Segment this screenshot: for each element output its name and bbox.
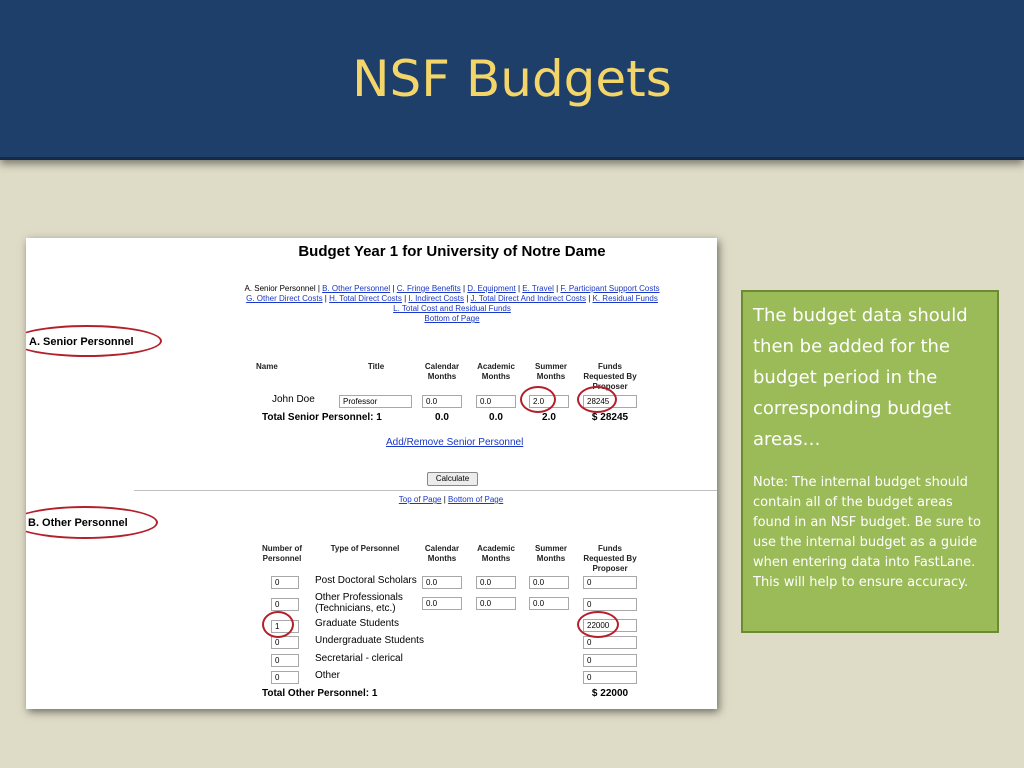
nav-link-fringe-benefits[interactable]: C. Fringe Benefits bbox=[396, 284, 461, 293]
other-funds-input[interactable]: 0 bbox=[583, 654, 637, 667]
nav-link-equipment[interactable]: D. Equipment bbox=[467, 284, 516, 293]
other-header-calendar: Calendar Months bbox=[424, 544, 460, 563]
other-type-label: Undergraduate Students bbox=[315, 635, 424, 646]
senior-calendar-input[interactable]: 0.0 bbox=[422, 395, 462, 408]
senior-header-funds: Funds Requested By Proposer bbox=[583, 362, 637, 391]
other-header-funds: Funds Requested By Proposer bbox=[583, 544, 637, 573]
nav-link-total-direct-costs[interactable]: H. Total Direct Costs bbox=[329, 294, 402, 303]
budget-heading: Budget Year 1 for University of Notre Da… bbox=[298, 243, 606, 260]
senior-total-label: Total Senior Personnel: 1 bbox=[262, 412, 382, 423]
nav-link-other-direct-costs[interactable]: G. Other Direct Costs bbox=[246, 294, 323, 303]
senior-name: John Doe bbox=[272, 394, 315, 405]
slide-title: NSF Budgets bbox=[352, 50, 672, 108]
other-header-academic: Academic Months bbox=[477, 544, 515, 563]
senior-academic-input[interactable]: 0.0 bbox=[476, 395, 516, 408]
senior-total-funds: $ 28245 bbox=[591, 412, 629, 423]
other-number-input[interactable]: 0 bbox=[271, 576, 299, 589]
funds-highlight-oval bbox=[577, 386, 617, 413]
other-number-input[interactable]: 0 bbox=[271, 671, 299, 684]
other-header-summer: Summer Months bbox=[534, 544, 567, 563]
nav-link-residual-funds[interactable]: K. Residual Funds bbox=[592, 294, 658, 303]
other-funds-input[interactable]: 0 bbox=[583, 636, 637, 649]
other-header-number: Number of Personnel bbox=[262, 544, 302, 563]
note-sub-text: Note: The internal budget should contain… bbox=[753, 475, 981, 590]
senior-header-name: Name bbox=[256, 362, 278, 371]
calculate-button[interactable]: Calculate bbox=[427, 472, 478, 486]
other-header-type: Type of Personnel bbox=[330, 544, 400, 553]
other-calendar-input[interactable]: 0.0 bbox=[422, 597, 462, 610]
other-funds-input[interactable]: 0 bbox=[583, 671, 637, 684]
other-type-label: Graduate Students bbox=[315, 618, 399, 629]
other-number-input[interactable]: 0 bbox=[271, 598, 299, 611]
bottom-of-page-link[interactable]: Bottom of Page bbox=[448, 495, 504, 504]
summer-months-highlight-oval bbox=[520, 386, 556, 413]
nav-link-participant-support[interactable]: F. Participant Support Costs bbox=[560, 284, 660, 293]
other-total-funds: $ 22000 bbox=[591, 688, 629, 699]
nav-link-indirect-costs[interactable]: I. Indirect Costs bbox=[408, 294, 464, 303]
other-number-input[interactable]: 0 bbox=[271, 654, 299, 667]
other-academic-input[interactable]: 0.0 bbox=[476, 597, 516, 610]
other-calendar-input[interactable]: 0.0 bbox=[422, 576, 462, 589]
slide-title-bar: NSF Budgets bbox=[0, 0, 1024, 160]
page-links-separator: | bbox=[443, 495, 446, 504]
senior-title-input[interactable]: Professor bbox=[339, 395, 412, 408]
other-type-label: Other bbox=[315, 670, 341, 681]
section-nav-links: A. Senior Personnel | B. Other Personnel… bbox=[244, 284, 660, 323]
senior-header-calendar: Calendar Months bbox=[424, 362, 460, 381]
top-of-page-link[interactable]: Top of Page bbox=[398, 495, 442, 504]
other-type-label: Secretarial - clerical bbox=[315, 653, 403, 664]
graduate-number-highlight-oval bbox=[262, 611, 294, 638]
other-type-label: Post Doctoral Scholars bbox=[315, 575, 417, 586]
other-funds-input[interactable]: 0 bbox=[583, 598, 637, 611]
senior-total-calendar: 0.0 bbox=[435, 412, 449, 423]
budget-screenshot: Budget Year 1 for University of Notre Da… bbox=[26, 238, 717, 709]
senior-header-academic: Academic Months bbox=[477, 362, 515, 381]
senior-header-summer: Summer Months bbox=[534, 362, 567, 381]
nav-link-bottom-of-page[interactable]: Bottom of Page bbox=[424, 314, 480, 323]
nav-link-travel[interactable]: E. Travel bbox=[522, 284, 554, 293]
senior-header-title: Title bbox=[367, 362, 385, 371]
other-funds-input[interactable]: 0 bbox=[583, 576, 637, 589]
section-divider bbox=[134, 490, 717, 491]
other-number-input[interactable]: 0 bbox=[271, 636, 299, 649]
nav-link-senior-personnel[interactable]: A. Senior Personnel bbox=[244, 284, 316, 293]
senior-personnel-highlight-oval bbox=[26, 325, 162, 357]
nav-link-other-personnel[interactable]: B. Other Personnel bbox=[322, 284, 391, 293]
other-personnel-highlight-oval bbox=[26, 506, 158, 539]
other-summer-input[interactable]: 0.0 bbox=[529, 576, 569, 589]
other-type-label: Other Professionals (Technicians, etc.) bbox=[315, 592, 403, 614]
other-academic-input[interactable]: 0.0 bbox=[476, 576, 516, 589]
senior-total-summer: 2.0 bbox=[542, 412, 556, 423]
note-callout-box: The budget data should then be added for… bbox=[741, 290, 999, 633]
other-total-label: Total Other Personnel: 1 bbox=[262, 688, 378, 699]
graduate-funds-highlight-oval bbox=[577, 611, 619, 638]
senior-total-academic: 0.0 bbox=[489, 412, 503, 423]
note-main-text: The budget data should then be added for… bbox=[753, 305, 968, 450]
add-remove-senior-personnel-link[interactable]: Add/Remove Senior Personnel bbox=[386, 437, 524, 448]
page-links: Top of Page | Bottom of Page bbox=[316, 495, 586, 504]
other-summer-input[interactable]: 0.0 bbox=[529, 597, 569, 610]
nav-link-total-direct-indirect[interactable]: J. Total Direct And Indirect Costs bbox=[470, 294, 586, 303]
nav-link-total-cost-residual[interactable]: L. Total Cost and Residual Funds bbox=[393, 304, 511, 313]
